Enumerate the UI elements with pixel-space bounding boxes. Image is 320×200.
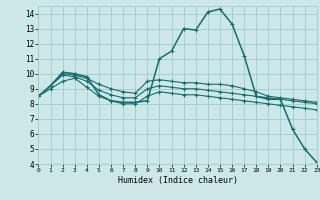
X-axis label: Humidex (Indice chaleur): Humidex (Indice chaleur) xyxy=(118,176,238,185)
